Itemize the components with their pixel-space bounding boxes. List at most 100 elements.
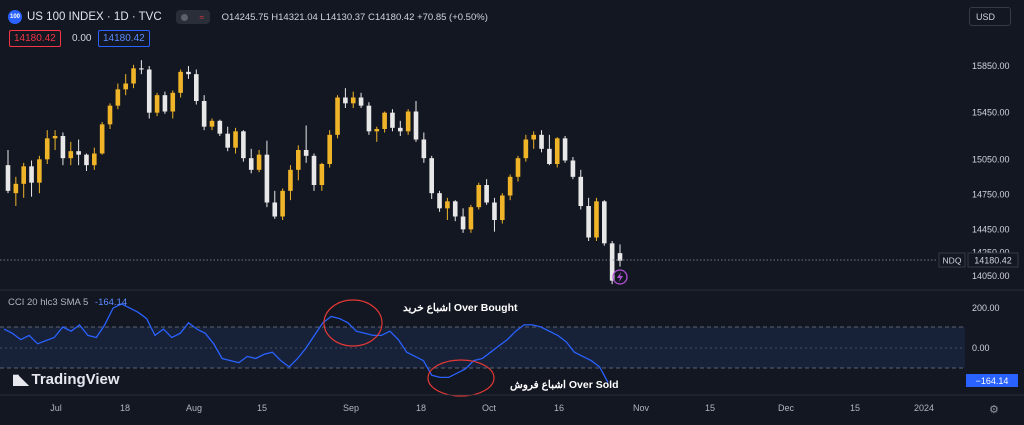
candle <box>201 95 207 131</box>
candle-body <box>99 124 105 154</box>
candle <box>37 155 42 194</box>
candle <box>390 109 395 132</box>
candle <box>586 197 591 241</box>
candle-body <box>280 190 285 217</box>
candle-body <box>500 195 505 220</box>
candle <box>523 134 529 162</box>
candle-body <box>382 112 387 129</box>
cci-value-tag-box <box>966 374 1018 387</box>
candle-body <box>578 176 584 206</box>
buy-price-button[interactable]: 14180.42 <box>98 30 150 47</box>
candle-body <box>319 164 325 185</box>
oversold-label: اشباع فروش Over Sold <box>510 379 618 391</box>
candle <box>29 160 34 197</box>
candle-body <box>303 150 309 156</box>
spread-value: 0.00 <box>72 33 92 44</box>
time-tick-label: 18 <box>120 403 130 413</box>
symbol-tag-box <box>938 252 966 268</box>
candle <box>241 130 246 162</box>
overbought-label: اشباع خرید Over Bought <box>403 302 518 314</box>
candle-body <box>531 134 536 140</box>
candle-body <box>68 151 74 159</box>
candle <box>319 162 325 191</box>
candle <box>327 130 332 168</box>
price-tick-label: 14750.00 <box>972 189 1010 199</box>
candle-body <box>586 206 591 238</box>
candle <box>162 91 168 114</box>
candle <box>570 157 576 180</box>
candle-body <box>421 139 427 159</box>
candle <box>225 126 230 152</box>
candle-body <box>21 166 26 184</box>
candle <box>52 130 58 150</box>
candle <box>500 193 505 224</box>
sell-price-button[interactable]: 14180.42 <box>9 30 61 47</box>
candle <box>194 69 199 105</box>
time-tick-label: Sep <box>343 403 359 413</box>
candle-body <box>296 150 301 170</box>
candle-body <box>343 97 348 104</box>
candle-body <box>562 138 568 161</box>
gear-icon[interactable]: ⚙ <box>989 404 999 416</box>
candle <box>256 150 262 173</box>
candle-body <box>84 154 89 166</box>
event-marker-icon[interactable] <box>612 269 628 285</box>
candle <box>5 150 11 194</box>
candle-body <box>92 153 97 166</box>
candle-body <box>602 201 607 244</box>
candle-body <box>201 101 207 127</box>
candle-body <box>248 158 254 170</box>
time-tick-label: 18 <box>416 403 426 413</box>
candle <box>92 147 97 170</box>
candle-body <box>5 165 11 191</box>
cci-legend[interactable]: CCI 20 hlc3 SMA 5 -164.14 <box>8 297 127 308</box>
candle <box>452 200 458 222</box>
cci-legend-title: CCI 20 hlc3 SMA 5 <box>8 297 89 308</box>
currency-selector[interactable]: USD <box>969 7 1011 26</box>
overbought-ellipse <box>323 299 383 347</box>
candle-body <box>178 71 183 93</box>
toggle-dot-icon <box>181 13 189 21</box>
candle <box>170 90 176 119</box>
candle-body <box>468 207 474 230</box>
candle <box>123 74 128 96</box>
candle-body <box>76 151 81 155</box>
candle <box>429 155 434 199</box>
candle-body <box>445 201 450 209</box>
lightning-icon <box>617 272 623 282</box>
oversold-ellipse <box>427 359 495 397</box>
candle <box>358 92 364 108</box>
tradingview-logo[interactable]: ▮◣ TradingView <box>12 371 120 388</box>
candle-body <box>272 202 278 217</box>
candle <box>311 153 317 191</box>
candle-body <box>366 105 372 132</box>
candle <box>405 109 411 135</box>
tradingview-mark-icon: ▮◣ <box>12 371 29 387</box>
cci-value-tag: −164.14 <box>976 376 1009 386</box>
last-price-tag-box <box>967 252 1019 268</box>
indicator-toggle[interactable]: ≈ <box>175 10 210 24</box>
time-tick-label: Aug <box>186 403 202 413</box>
candle <box>476 182 482 210</box>
candle <box>374 126 380 142</box>
candle-body <box>398 127 403 132</box>
candle <box>609 241 615 285</box>
candle-body <box>413 111 419 140</box>
price-tick-label: 14450.00 <box>972 224 1010 234</box>
time-tick-label: 16 <box>554 403 564 413</box>
symbol-logo-icon[interactable]: 100 <box>8 10 22 24</box>
symbol-title[interactable]: US 100 INDEX · 1D · TVC <box>27 11 162 23</box>
candle <box>60 132 66 166</box>
time-tick-label: Dec <box>778 403 795 413</box>
candle <box>398 120 403 136</box>
candle-body <box>570 160 576 177</box>
candle-body <box>350 97 356 104</box>
candle <box>303 125 309 163</box>
candle-body <box>217 120 223 134</box>
candle-body <box>405 111 411 132</box>
candle-body <box>311 155 317 185</box>
candle <box>272 190 278 219</box>
time-tick-label: 15 <box>850 403 860 413</box>
candle <box>547 134 552 166</box>
